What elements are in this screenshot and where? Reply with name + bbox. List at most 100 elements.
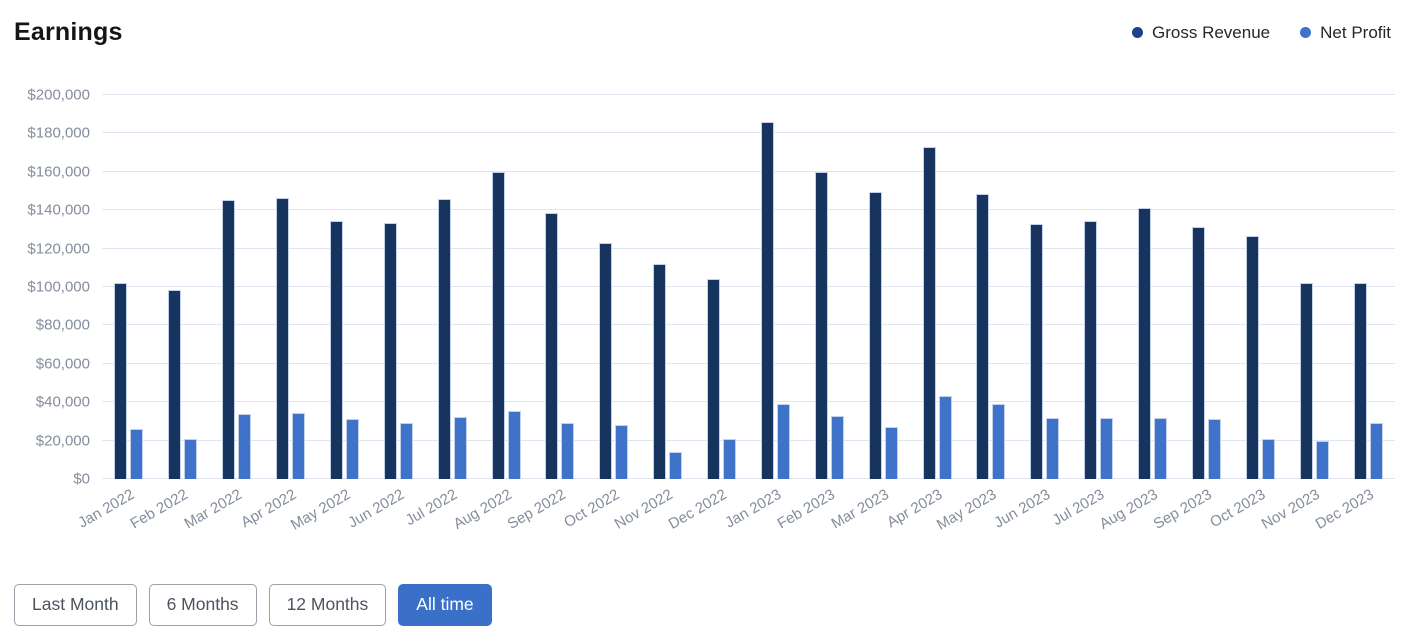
gridline	[102, 247, 1395, 249]
bar-pair	[425, 95, 479, 479]
legend-item-label: Net Profit	[1320, 22, 1391, 42]
gridline	[102, 132, 1395, 134]
bar-pair	[587, 95, 641, 479]
bar-gross-revenue[interactable]	[814, 171, 828, 479]
month-group: Aug 2023	[1097, 95, 1180, 533]
gridline	[102, 324, 1395, 326]
bar-gross-revenue[interactable]	[545, 213, 559, 479]
month-group: Apr 2022	[238, 95, 318, 531]
bar-pair	[1341, 95, 1395, 479]
month-group: Sep 2023	[1151, 95, 1234, 533]
bar-net-profit[interactable]	[1046, 417, 1060, 479]
bar-gross-revenue[interactable]	[114, 283, 128, 479]
month-group: Mar 2023	[828, 95, 910, 532]
bar-gross-revenue[interactable]	[1299, 283, 1313, 479]
x-axis-label: Nov 2022	[612, 486, 677, 533]
bar-net-profit[interactable]	[938, 396, 952, 479]
bar-pair	[641, 95, 695, 479]
bar-net-profit[interactable]	[1100, 417, 1114, 479]
bar-gross-revenue[interactable]	[868, 191, 882, 479]
legend-item-gross-revenue[interactable]: Gross Revenue	[1132, 23, 1270, 43]
x-axis-label: Oct 2022	[561, 486, 623, 532]
bar-gross-revenue[interactable]	[653, 263, 667, 479]
range-button-6-months[interactable]: 6 Months	[148, 584, 257, 626]
bar-net-profit[interactable]	[884, 427, 898, 479]
bar-net-profit[interactable]	[184, 438, 198, 479]
bar-gross-revenue[interactable]	[437, 198, 451, 479]
bar-net-profit[interactable]	[292, 412, 306, 479]
bar-pair	[802, 95, 856, 479]
bar-pair	[910, 95, 964, 479]
gridline	[102, 362, 1395, 364]
legend-item-net-profit[interactable]: Net Profit	[1300, 23, 1391, 43]
chart-header: Earnings Gross Revenue Net Profit	[14, 18, 1391, 47]
bar-net-profit[interactable]	[723, 438, 737, 479]
bar-gross-revenue[interactable]	[383, 222, 397, 479]
bar-net-profit[interactable]	[830, 415, 844, 479]
bar-gross-revenue[interactable]	[707, 279, 721, 479]
bar-gross-revenue[interactable]	[1030, 223, 1044, 479]
bar-pair	[1287, 95, 1341, 479]
x-axis-label: Oct 2023	[1207, 486, 1269, 532]
bar-gross-revenue[interactable]	[276, 197, 290, 479]
bar-pair	[964, 95, 1018, 479]
bar-gross-revenue[interactable]	[329, 220, 343, 479]
bar-net-profit[interactable]	[561, 423, 575, 479]
bar-pair	[1180, 95, 1234, 479]
x-axis-label: Jun 2023	[991, 486, 1054, 532]
bar-net-profit[interactable]	[669, 452, 683, 479]
month-group: Feb 2022	[128, 95, 210, 532]
bar-net-profit[interactable]	[1261, 438, 1275, 479]
bar-net-profit[interactable]	[345, 419, 359, 479]
range-button-all-time[interactable]: All time	[398, 584, 492, 626]
bar-gross-revenue[interactable]	[760, 121, 774, 479]
y-axis-label: $200,000	[27, 86, 90, 104]
range-button-12-months[interactable]: 12 Months	[268, 584, 387, 626]
x-axis-label: May 2022	[287, 486, 353, 534]
range-button-last-month[interactable]: Last Month	[14, 584, 137, 626]
bar-gross-revenue[interactable]	[1191, 227, 1205, 479]
bar-net-profit[interactable]	[507, 410, 521, 479]
bar-gross-revenue[interactable]	[922, 146, 936, 479]
bar-gross-revenue[interactable]	[491, 171, 505, 479]
bar-net-profit[interactable]	[130, 429, 144, 479]
bar-gross-revenue[interactable]	[222, 199, 236, 479]
bar-gross-revenue[interactable]	[1138, 208, 1152, 479]
bar-net-profit[interactable]	[615, 425, 629, 479]
bar-gross-revenue[interactable]	[1084, 220, 1098, 479]
bar-gross-revenue[interactable]	[1245, 236, 1259, 479]
x-axis-label: Aug 2022	[450, 486, 515, 533]
bar-gross-revenue[interactable]	[599, 242, 613, 479]
y-axis-label: $140,000	[27, 201, 90, 219]
bar-gross-revenue[interactable]	[1353, 283, 1367, 479]
bar-pair	[264, 95, 318, 479]
bar-net-profit[interactable]	[992, 404, 1006, 479]
bar-net-profit[interactable]	[1207, 418, 1221, 479]
x-axis-label: Feb 2022	[127, 486, 192, 533]
month-group: May 2022	[287, 95, 372, 534]
plot-area: Jan 2022 Feb 2022 Mar 2022 Apr 2022 May 2022…	[75, 94, 1395, 534]
bar-gross-revenue[interactable]	[168, 289, 182, 479]
bar-pair	[210, 95, 264, 479]
x-axis-label: Sep 2022	[504, 486, 569, 533]
x-axis-label: Mar 2022	[181, 486, 246, 533]
gridline	[102, 439, 1395, 441]
legend-dot-icon	[1300, 27, 1312, 38]
page-title: Earnings	[14, 18, 123, 46]
bar-net-profit[interactable]	[453, 416, 467, 479]
month-group: Apr 2023	[884, 95, 964, 531]
bar-net-profit[interactable]	[1154, 417, 1168, 479]
bar-gross-revenue[interactable]	[976, 193, 990, 479]
bar-net-profit[interactable]	[238, 413, 252, 479]
bar-net-profit[interactable]	[1369, 423, 1383, 479]
bar-net-profit[interactable]	[399, 423, 413, 479]
y-axis-label: $100,000	[27, 278, 90, 296]
month-group: Jul 2022	[403, 95, 479, 529]
bar-net-profit[interactable]	[1315, 440, 1329, 479]
month-group: Aug 2022	[450, 95, 533, 533]
month-group: Jan 2022	[75, 95, 156, 532]
bar-pair	[856, 95, 910, 479]
legend-dot-icon	[1132, 27, 1144, 38]
y-axis-label: $40,000	[35, 393, 90, 411]
bar-net-profit[interactable]	[776, 404, 790, 479]
